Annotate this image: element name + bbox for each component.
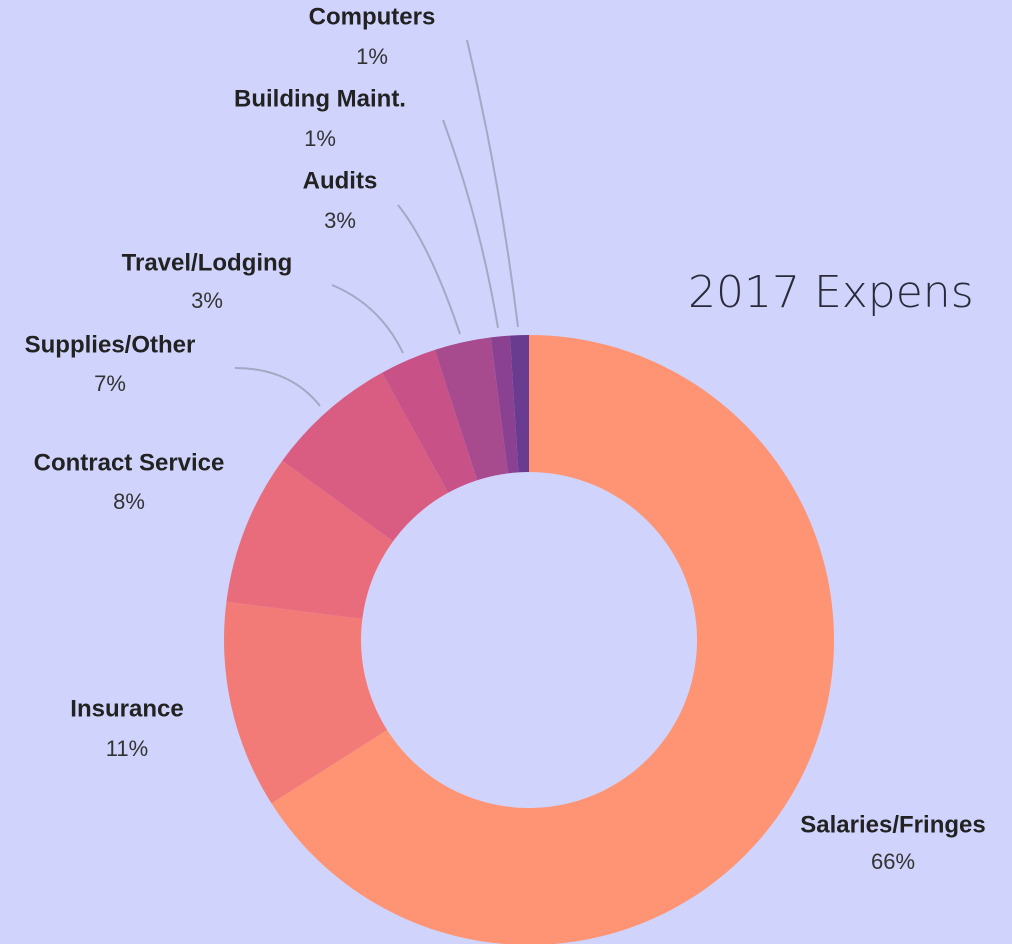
leader-line [234,367,321,407]
slice-label: Salaries/Fringes [800,811,985,838]
leader-line [466,39,519,328]
donut-slice [434,337,508,481]
donut-slice [224,601,388,804]
donut-slice [282,372,449,542]
slice-label: Building Maint. [234,85,406,112]
slice-value-label: 11% [106,736,148,761]
donut-slice [226,460,394,619]
slice-value-label: 1% [356,44,388,69]
slice-value-label: 8% [113,489,145,514]
slice-value-label: 1% [304,126,336,151]
donut-slice [509,335,529,473]
leader-line [442,119,499,329]
leader-line [331,284,404,354]
slice-label: Audits [303,167,378,194]
chart-title: 2017 Expens [688,267,974,318]
slice-label: Travel/Lodging [122,249,293,276]
donut-slice [271,335,834,944]
donut-slice [382,349,478,493]
donut-slice [490,335,519,474]
slice-label: Contract Service [34,449,225,476]
slice-value-label: 66% [871,849,915,874]
slice-value-label: 7% [94,371,126,396]
slice-label: Computers [309,3,436,30]
leader-line [397,204,461,335]
slice-label: Insurance [70,695,183,722]
slice-label: Supplies/Other [25,331,196,358]
slice-value-label: 3% [191,288,223,313]
slice-value-label: 3% [324,208,356,233]
